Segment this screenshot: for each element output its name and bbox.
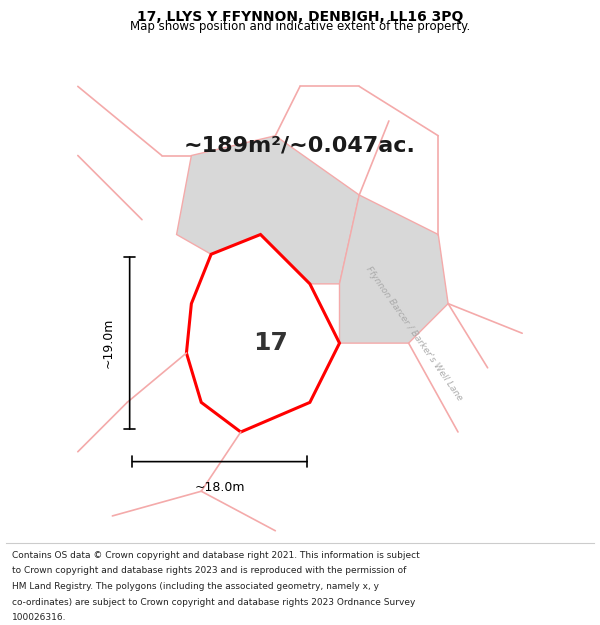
Text: 17: 17 (253, 331, 288, 355)
Polygon shape (187, 234, 340, 432)
Text: 17, LLYS Y FFYNNON, DENBIGH, LL16 3PQ: 17, LLYS Y FFYNNON, DENBIGH, LL16 3PQ (137, 10, 463, 24)
Text: to Crown copyright and database rights 2023 and is reproduced with the permissio: to Crown copyright and database rights 2… (12, 566, 406, 576)
Text: Ffynnon Barcer / Barker's Well Lane: Ffynnon Barcer / Barker's Well Lane (364, 264, 464, 402)
Text: ~19.0m: ~19.0m (102, 318, 115, 368)
Text: ~189m²/~0.047ac.: ~189m²/~0.047ac. (184, 136, 416, 156)
Text: Contains OS data © Crown copyright and database right 2021. This information is : Contains OS data © Crown copyright and d… (12, 551, 420, 560)
Text: HM Land Registry. The polygons (including the associated geometry, namely x, y: HM Land Registry. The polygons (includin… (12, 582, 379, 591)
Text: Map shows position and indicative extent of the property.: Map shows position and indicative extent… (130, 20, 470, 32)
Text: ~18.0m: ~18.0m (194, 481, 245, 494)
Text: 100026316.: 100026316. (12, 613, 67, 622)
Text: co-ordinates) are subject to Crown copyright and database rights 2023 Ordnance S: co-ordinates) are subject to Crown copyr… (12, 598, 415, 607)
Polygon shape (176, 136, 359, 284)
Polygon shape (340, 195, 448, 343)
